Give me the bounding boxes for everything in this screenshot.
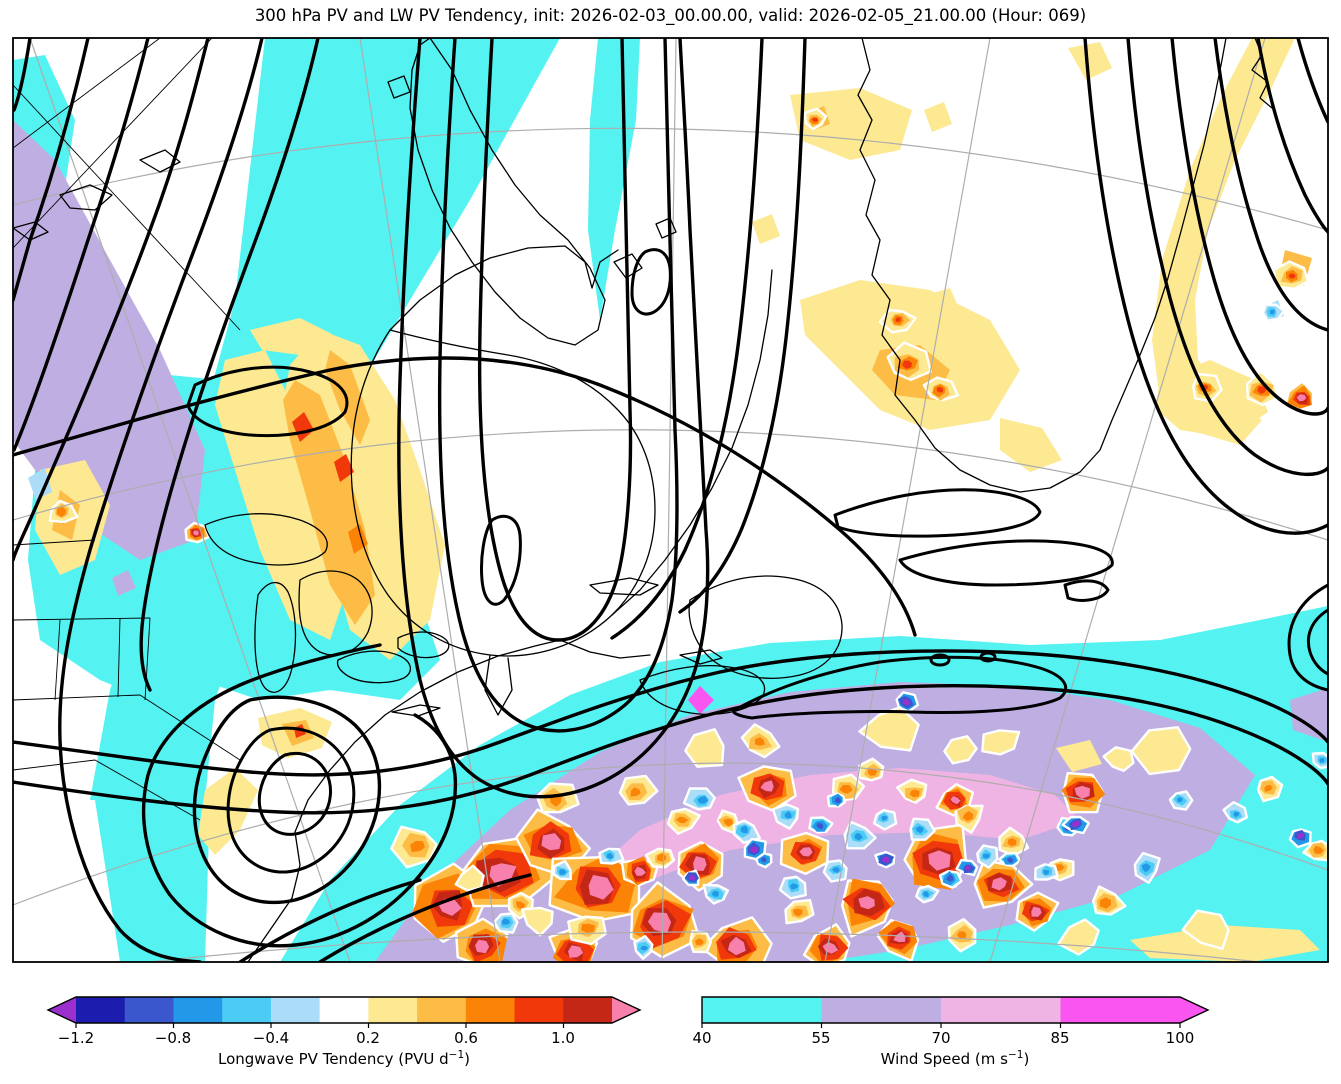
pv-tick-label: 0.2 <box>356 1029 380 1047</box>
pv-contours <box>13 38 1328 962</box>
pv-tendency-colorbar <box>46 996 642 1028</box>
figure-title: 300 hPa PV and LW PV Tendency, init: 202… <box>254 6 1087 25</box>
wind-tick-label: 40 <box>692 1029 712 1047</box>
pv-tick-label: −0.8 <box>154 1029 192 1047</box>
wind-colorbar-label: Wind Speed (m s−1) <box>880 1049 1030 1068</box>
pv-tick-label: 0.6 <box>454 1029 478 1047</box>
pv-colorbar-label: Longwave PV Tendency (PVU d−1) <box>218 1049 470 1068</box>
pv-tick-label: −0.4 <box>252 1029 290 1047</box>
wind-speed-colorbar <box>701 996 1210 1028</box>
wind-tick-label: 85 <box>1050 1029 1070 1047</box>
pv-tick-label: −1.2 <box>57 1029 95 1047</box>
wind-tick-label: 100 <box>1165 1029 1195 1047</box>
wind-tick-label: 70 <box>931 1029 951 1047</box>
graticule <box>13 38 1328 962</box>
wind-tick-label: 55 <box>811 1029 831 1047</box>
map-frame <box>12 37 1329 963</box>
pv-tick-label: 1.0 <box>551 1029 575 1047</box>
